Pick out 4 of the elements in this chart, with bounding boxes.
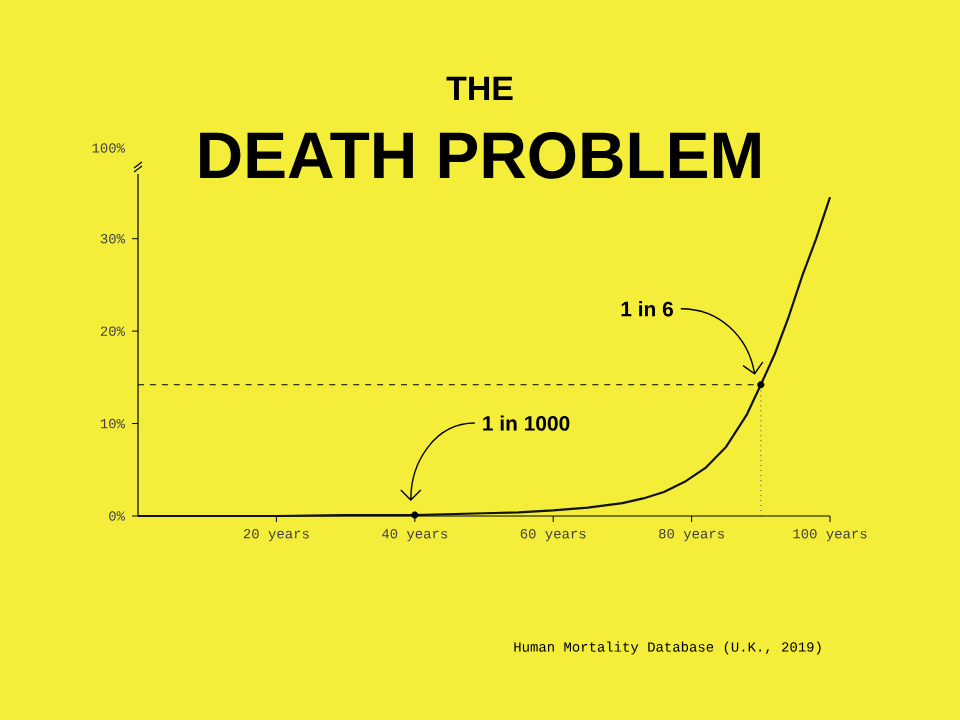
chart-title: THE bbox=[446, 76, 513, 100]
annotation: 1 in 1000 bbox=[483, 415, 570, 431]
annotation: 1 in 6 bbox=[621, 301, 674, 317]
chart-subtitle: DEATH PROBLEM bbox=[200, 132, 760, 179]
